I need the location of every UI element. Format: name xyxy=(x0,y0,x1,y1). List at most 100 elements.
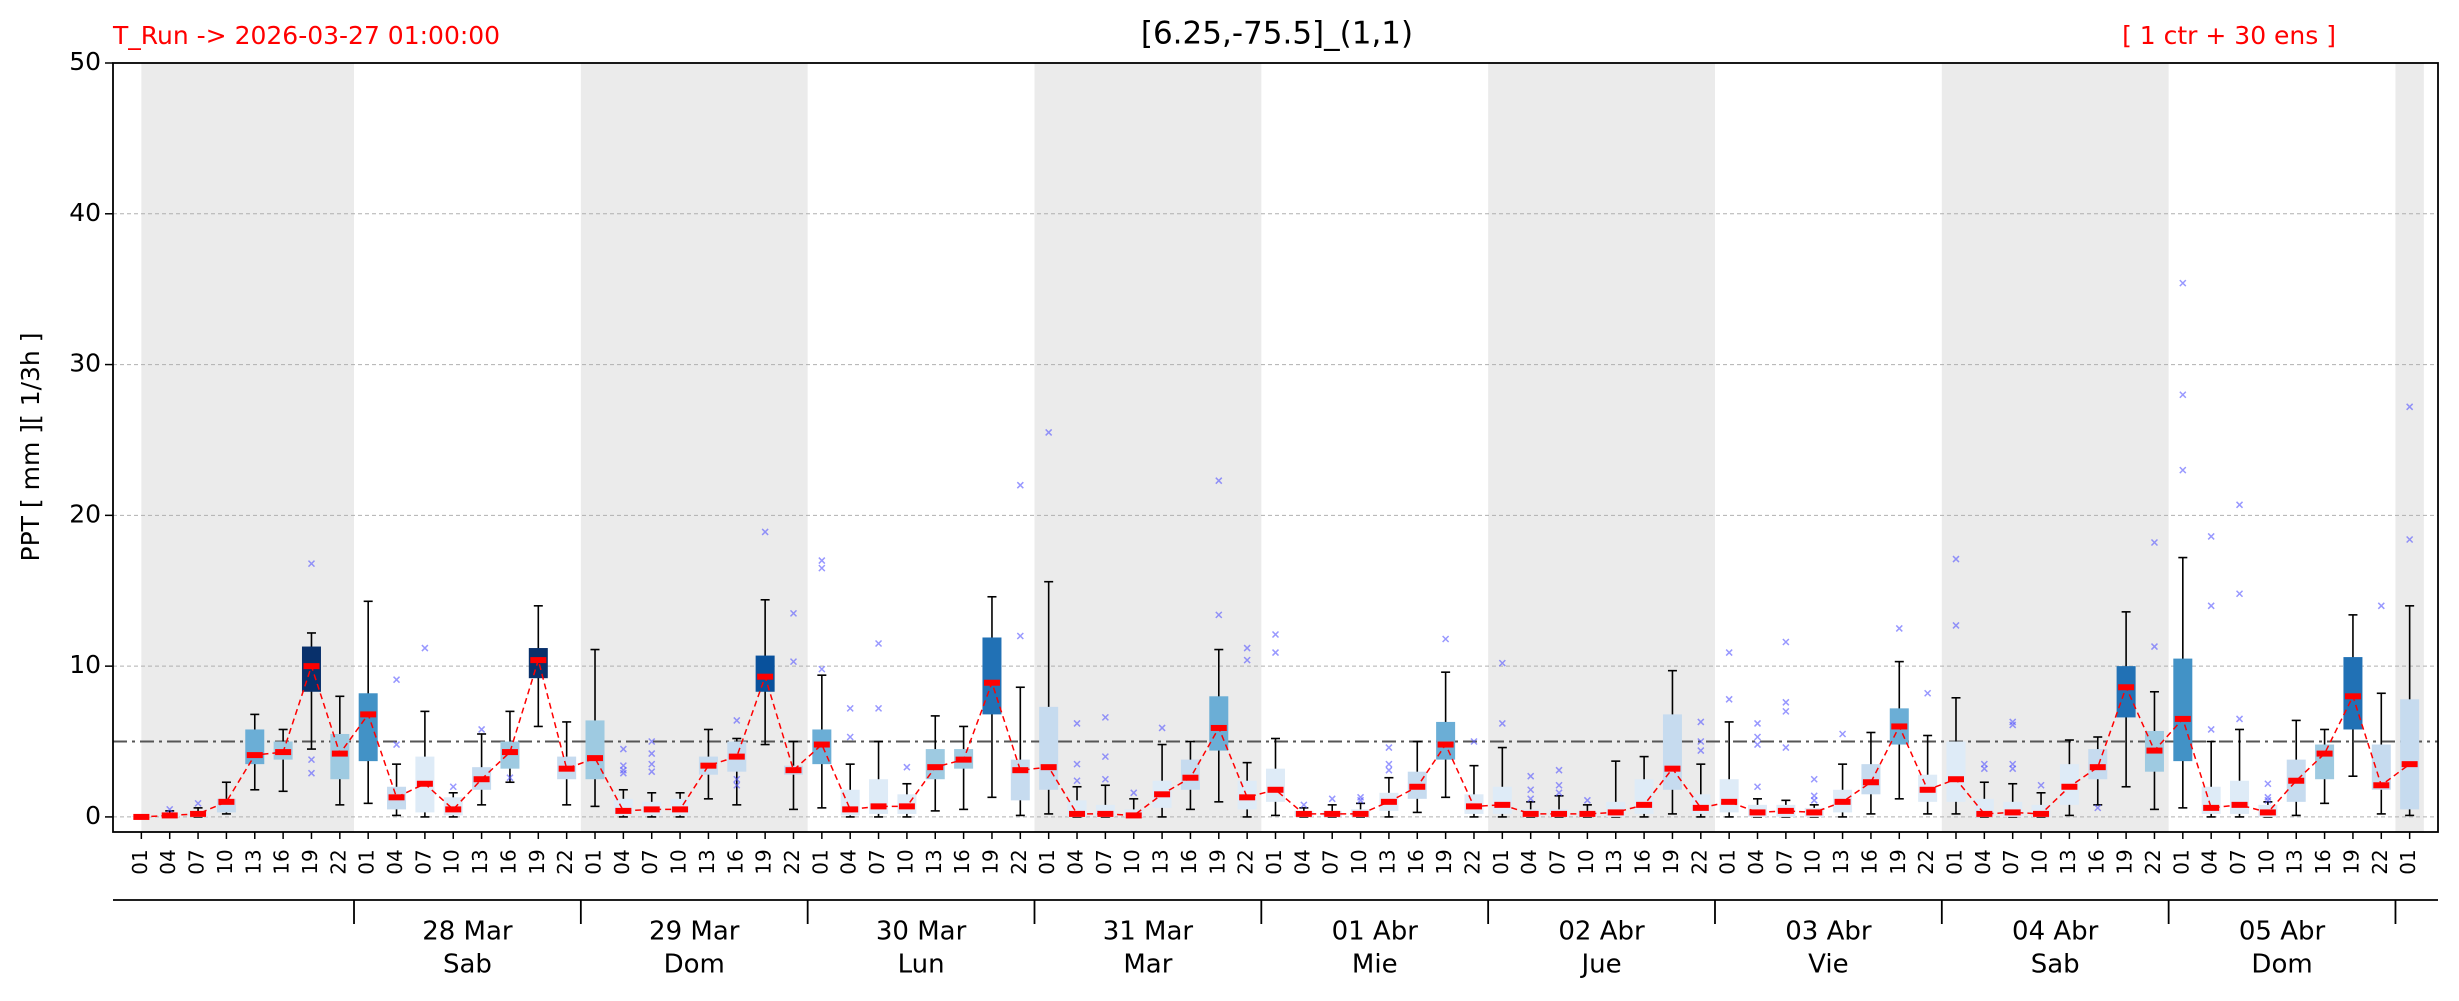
median-mark xyxy=(1267,786,1284,793)
box xyxy=(2343,657,2363,730)
median-mark xyxy=(813,741,830,748)
outlier xyxy=(1753,741,1762,749)
x-tick-label: 10 xyxy=(667,849,691,874)
box xyxy=(2173,658,2193,762)
median-mark xyxy=(275,749,292,756)
box xyxy=(2088,749,2108,780)
outlier xyxy=(2406,535,2414,544)
outlier xyxy=(1073,719,1081,727)
median-mark xyxy=(785,767,802,774)
outlier xyxy=(2150,538,2158,547)
median-mark xyxy=(2231,801,2248,808)
outlier xyxy=(2207,532,2215,540)
outlier xyxy=(449,783,457,791)
x-tick-label: 22 xyxy=(1687,849,1711,874)
median-mark xyxy=(1692,804,1709,811)
median-mark xyxy=(2061,783,2078,790)
x-tick-label: 16 xyxy=(1631,849,1655,874)
outlier xyxy=(1243,656,1251,664)
box xyxy=(2315,744,2335,780)
median-mark xyxy=(643,806,660,813)
day-shade xyxy=(580,63,808,832)
box xyxy=(358,693,378,762)
median-mark xyxy=(2203,804,2220,811)
box xyxy=(925,749,945,780)
median-mark xyxy=(1862,779,1879,786)
x-tick-label: 04 xyxy=(1971,849,1995,874)
outlier xyxy=(2094,804,2102,812)
outlier xyxy=(818,564,826,572)
box xyxy=(1209,696,1229,751)
day-weekday: Lun xyxy=(898,950,945,980)
x-tick-label: 04 xyxy=(383,849,407,874)
median-mark xyxy=(1834,798,1851,805)
day-weekday: Sab xyxy=(2031,950,2080,980)
median-mark xyxy=(331,750,348,757)
median-mark xyxy=(445,806,462,813)
y-tick-label: 10 xyxy=(69,650,101,679)
outlier xyxy=(1753,733,1762,741)
day-date: 29 Mar xyxy=(649,917,740,947)
day-date: 28 Mar xyxy=(422,917,513,947)
day-weekday: Dom xyxy=(664,950,725,980)
outlier xyxy=(1385,760,1393,768)
outlier xyxy=(733,775,741,783)
x-tick-label: 01 xyxy=(1035,849,1059,874)
median-mark xyxy=(927,764,944,771)
outlier xyxy=(875,639,883,648)
median-mark xyxy=(955,756,972,763)
outlier xyxy=(761,528,769,536)
outlier xyxy=(2235,501,2244,509)
median-mark xyxy=(190,810,207,817)
outlier xyxy=(478,725,486,733)
median-mark xyxy=(842,806,859,813)
outlier xyxy=(1101,753,1109,761)
x-tick-label: 13 xyxy=(922,849,946,874)
outlier xyxy=(1101,775,1109,783)
outlier xyxy=(648,737,656,746)
median-mark xyxy=(303,663,320,670)
box xyxy=(330,733,350,780)
x-tick-label: 07 xyxy=(865,849,889,874)
outlier xyxy=(1895,624,1903,632)
x-tick-label: 10 xyxy=(440,849,464,874)
median-mark xyxy=(1409,783,1426,790)
x-tick-label: 04 xyxy=(2198,849,2222,874)
outlier xyxy=(1725,649,1733,657)
box xyxy=(1266,768,1285,802)
outlier xyxy=(194,799,202,807)
outlier xyxy=(1527,786,1535,794)
outlier xyxy=(421,644,429,652)
x-tick-label: 10 xyxy=(893,849,917,874)
outlier xyxy=(1753,783,1762,791)
outlier xyxy=(648,750,656,758)
median-mark xyxy=(161,812,178,819)
outlier xyxy=(2179,391,2187,399)
day-weekday: Mie xyxy=(1352,950,1398,980)
x-tick-label: 19 xyxy=(2339,849,2363,874)
outlier xyxy=(818,665,826,673)
outlier xyxy=(789,658,798,666)
outlier xyxy=(1357,796,1365,804)
x-tick-label: 16 xyxy=(2084,849,2108,874)
x-tick-label: 16 xyxy=(1404,849,1428,874)
median-mark xyxy=(133,813,150,820)
outlier xyxy=(1498,659,1506,667)
x-tick-label: 04 xyxy=(1064,849,1088,874)
median-mark xyxy=(1947,776,1964,783)
outlier xyxy=(2179,279,2187,287)
outlier xyxy=(1555,789,1563,797)
day-weekday: Mar xyxy=(1123,950,1172,980)
median-mark xyxy=(2259,809,2276,816)
outlier xyxy=(2377,602,2385,610)
day-date: 30 Mar xyxy=(876,917,967,947)
y-axis-label: PPT [ mm ][ 1/3h ] xyxy=(16,333,45,562)
outlier xyxy=(1697,737,1705,746)
outlier xyxy=(1753,719,1762,727)
x-tick-label: 16 xyxy=(1857,849,1881,874)
outlier xyxy=(1101,713,1109,721)
x-tick-label: 22 xyxy=(2141,849,2165,874)
outlier xyxy=(2406,403,2414,411)
chart-title: [6.25,-75.5]_(1,1) xyxy=(1141,16,1413,52)
